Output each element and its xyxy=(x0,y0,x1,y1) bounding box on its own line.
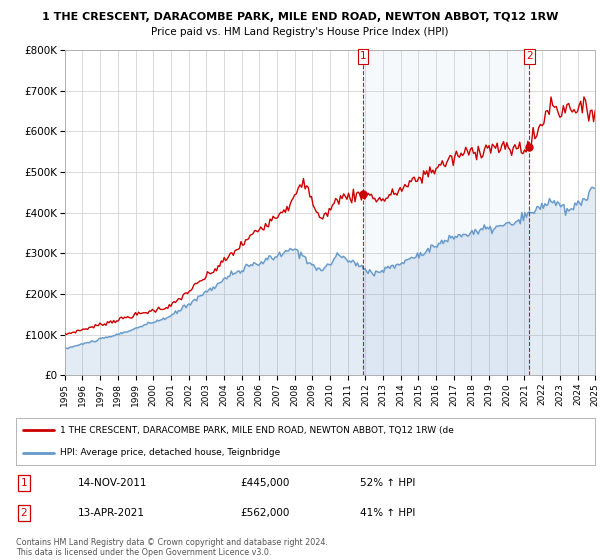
Text: £562,000: £562,000 xyxy=(240,508,289,518)
Text: 41% ↑ HPI: 41% ↑ HPI xyxy=(360,508,415,518)
Text: 1: 1 xyxy=(20,478,28,488)
Text: 1 THE CRESCENT, DARACOMBE PARK, MILE END ROAD, NEWTON ABBOT, TQ12 1RW (de: 1 THE CRESCENT, DARACOMBE PARK, MILE END… xyxy=(59,426,454,435)
Text: 52% ↑ HPI: 52% ↑ HPI xyxy=(360,478,415,488)
Text: 14-NOV-2011: 14-NOV-2011 xyxy=(78,478,148,488)
Text: 2: 2 xyxy=(20,508,28,518)
Text: £445,000: £445,000 xyxy=(240,478,289,488)
Bar xyxy=(363,50,529,375)
Text: HPI: Average price, detached house, Teignbridge: HPI: Average price, detached house, Teig… xyxy=(59,448,280,458)
Text: Contains HM Land Registry data © Crown copyright and database right 2024.
This d: Contains HM Land Registry data © Crown c… xyxy=(16,538,328,557)
Text: 2: 2 xyxy=(526,52,533,62)
Text: Price paid vs. HM Land Registry's House Price Index (HPI): Price paid vs. HM Land Registry's House … xyxy=(151,27,449,37)
Text: 1 THE CRESCENT, DARACOMBE PARK, MILE END ROAD, NEWTON ABBOT, TQ12 1RW: 1 THE CRESCENT, DARACOMBE PARK, MILE END… xyxy=(42,12,558,22)
Text: 1: 1 xyxy=(360,52,367,62)
Text: 13-APR-2021: 13-APR-2021 xyxy=(78,508,145,518)
